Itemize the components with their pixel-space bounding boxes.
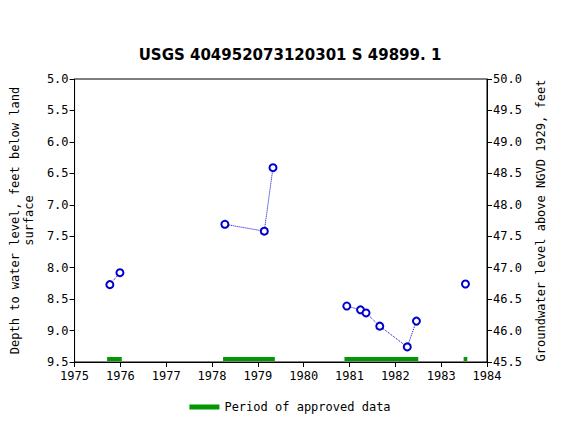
- svg-text:1979: 1979: [243, 369, 272, 383]
- svg-text:Depth to water level, feet bel: Depth to water level, feet below land: [8, 87, 22, 354]
- svg-text:1975: 1975: [60, 369, 89, 383]
- svg-text:1982: 1982: [381, 369, 410, 383]
- svg-text:45.5: 45.5: [493, 355, 522, 369]
- svg-text:1984: 1984: [473, 369, 502, 383]
- svg-text:47.5: 47.5: [493, 229, 522, 243]
- svg-text:8.5: 8.5: [47, 292, 69, 306]
- svg-text:8.0: 8.0: [47, 261, 69, 275]
- svg-text:7.5: 7.5: [47, 229, 69, 243]
- svg-text:1977: 1977: [152, 369, 181, 383]
- svg-text:USGS 404952073120301 S 49899.: USGS 404952073120301 S 49899. 1: [139, 46, 442, 64]
- svg-text:47.0: 47.0: [493, 261, 522, 275]
- svg-text:46.5: 46.5: [493, 292, 522, 306]
- svg-text:49.5: 49.5: [493, 103, 522, 117]
- svg-text:48.0: 48.0: [493, 198, 522, 212]
- svg-text:Period of approved data: Period of approved data: [224, 400, 390, 414]
- svg-text:9.0: 9.0: [47, 324, 69, 338]
- svg-text:1978: 1978: [198, 369, 227, 383]
- svg-text:1981: 1981: [335, 369, 364, 383]
- svg-text:46.0: 46.0: [493, 324, 522, 338]
- svg-text:6.0: 6.0: [47, 135, 69, 149]
- svg-text:1976: 1976: [106, 369, 135, 383]
- svg-text:49.0: 49.0: [493, 135, 522, 149]
- svg-text:9.5: 9.5: [47, 355, 69, 369]
- svg-text:1980: 1980: [289, 369, 318, 383]
- svg-text:surface: surface: [22, 195, 36, 246]
- svg-text:1983: 1983: [427, 369, 456, 383]
- svg-text:6.5: 6.5: [47, 166, 69, 180]
- svg-text:7.0: 7.0: [47, 198, 69, 212]
- svg-text:Groundwater level above NGVD 1: Groundwater level above NGVD 1929, feet: [534, 80, 548, 362]
- svg-text:50.0: 50.0: [493, 72, 522, 86]
- svg-text:5.0: 5.0: [47, 72, 69, 86]
- svg-text:5.5: 5.5: [47, 103, 69, 117]
- svg-text:48.5: 48.5: [493, 166, 522, 180]
